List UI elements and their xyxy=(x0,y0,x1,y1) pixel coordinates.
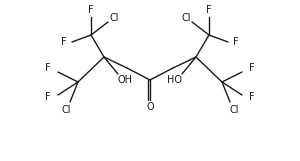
Text: OH: OH xyxy=(118,75,133,85)
Text: F: F xyxy=(45,92,51,102)
Text: Cl: Cl xyxy=(61,105,71,115)
Text: F: F xyxy=(249,63,255,73)
Text: F: F xyxy=(88,5,94,15)
Text: HO: HO xyxy=(167,75,182,85)
Text: F: F xyxy=(249,92,255,102)
Text: F: F xyxy=(61,37,67,47)
Text: F: F xyxy=(45,63,51,73)
Text: F: F xyxy=(206,5,212,15)
Text: O: O xyxy=(146,102,154,112)
Text: Cl: Cl xyxy=(181,13,191,23)
Text: Cl: Cl xyxy=(109,13,119,23)
Text: Cl: Cl xyxy=(229,105,239,115)
Text: F: F xyxy=(233,37,239,47)
